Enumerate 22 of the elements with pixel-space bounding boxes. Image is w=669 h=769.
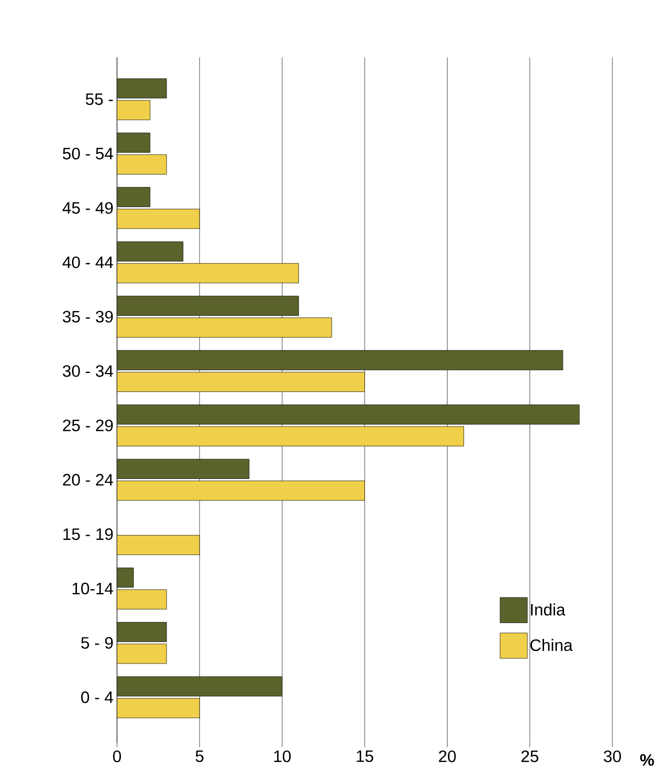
y-tick-label: 30 - 34 xyxy=(62,365,114,377)
y-tick-label: 5 - 9 xyxy=(81,637,113,649)
y-tick-label: 10-14 xyxy=(72,582,114,594)
y-tick-label: 0 - 4 xyxy=(81,691,114,704)
x-tick-label: 10 xyxy=(274,750,291,762)
y-tick-label: 15 - 19 xyxy=(63,528,113,540)
x-tick-label: 25 xyxy=(522,750,538,762)
y-tick-label: 25 - 29 xyxy=(63,420,113,432)
x-axis-title: % xyxy=(640,754,654,766)
y-tick-label: 20 - 24 xyxy=(63,474,114,486)
y-tick-label: 45 - 49 xyxy=(62,202,113,214)
x-tick-label: 0 xyxy=(113,750,121,762)
x-tick-label: 5 xyxy=(196,750,204,762)
y-tick-label: 55 - xyxy=(86,93,113,105)
y-tick-label: 50 - 54 xyxy=(62,148,114,160)
x-tick-label: 20 xyxy=(438,750,456,762)
legend-label: India xyxy=(531,603,566,616)
y-tick-label: 40 - 44 xyxy=(62,256,114,268)
x-tick-label: 15 xyxy=(356,750,374,762)
y-tick-label: 35 - 39 xyxy=(62,310,113,323)
legend-label: China xyxy=(530,638,573,652)
x-tick-label: 30 xyxy=(604,750,621,762)
